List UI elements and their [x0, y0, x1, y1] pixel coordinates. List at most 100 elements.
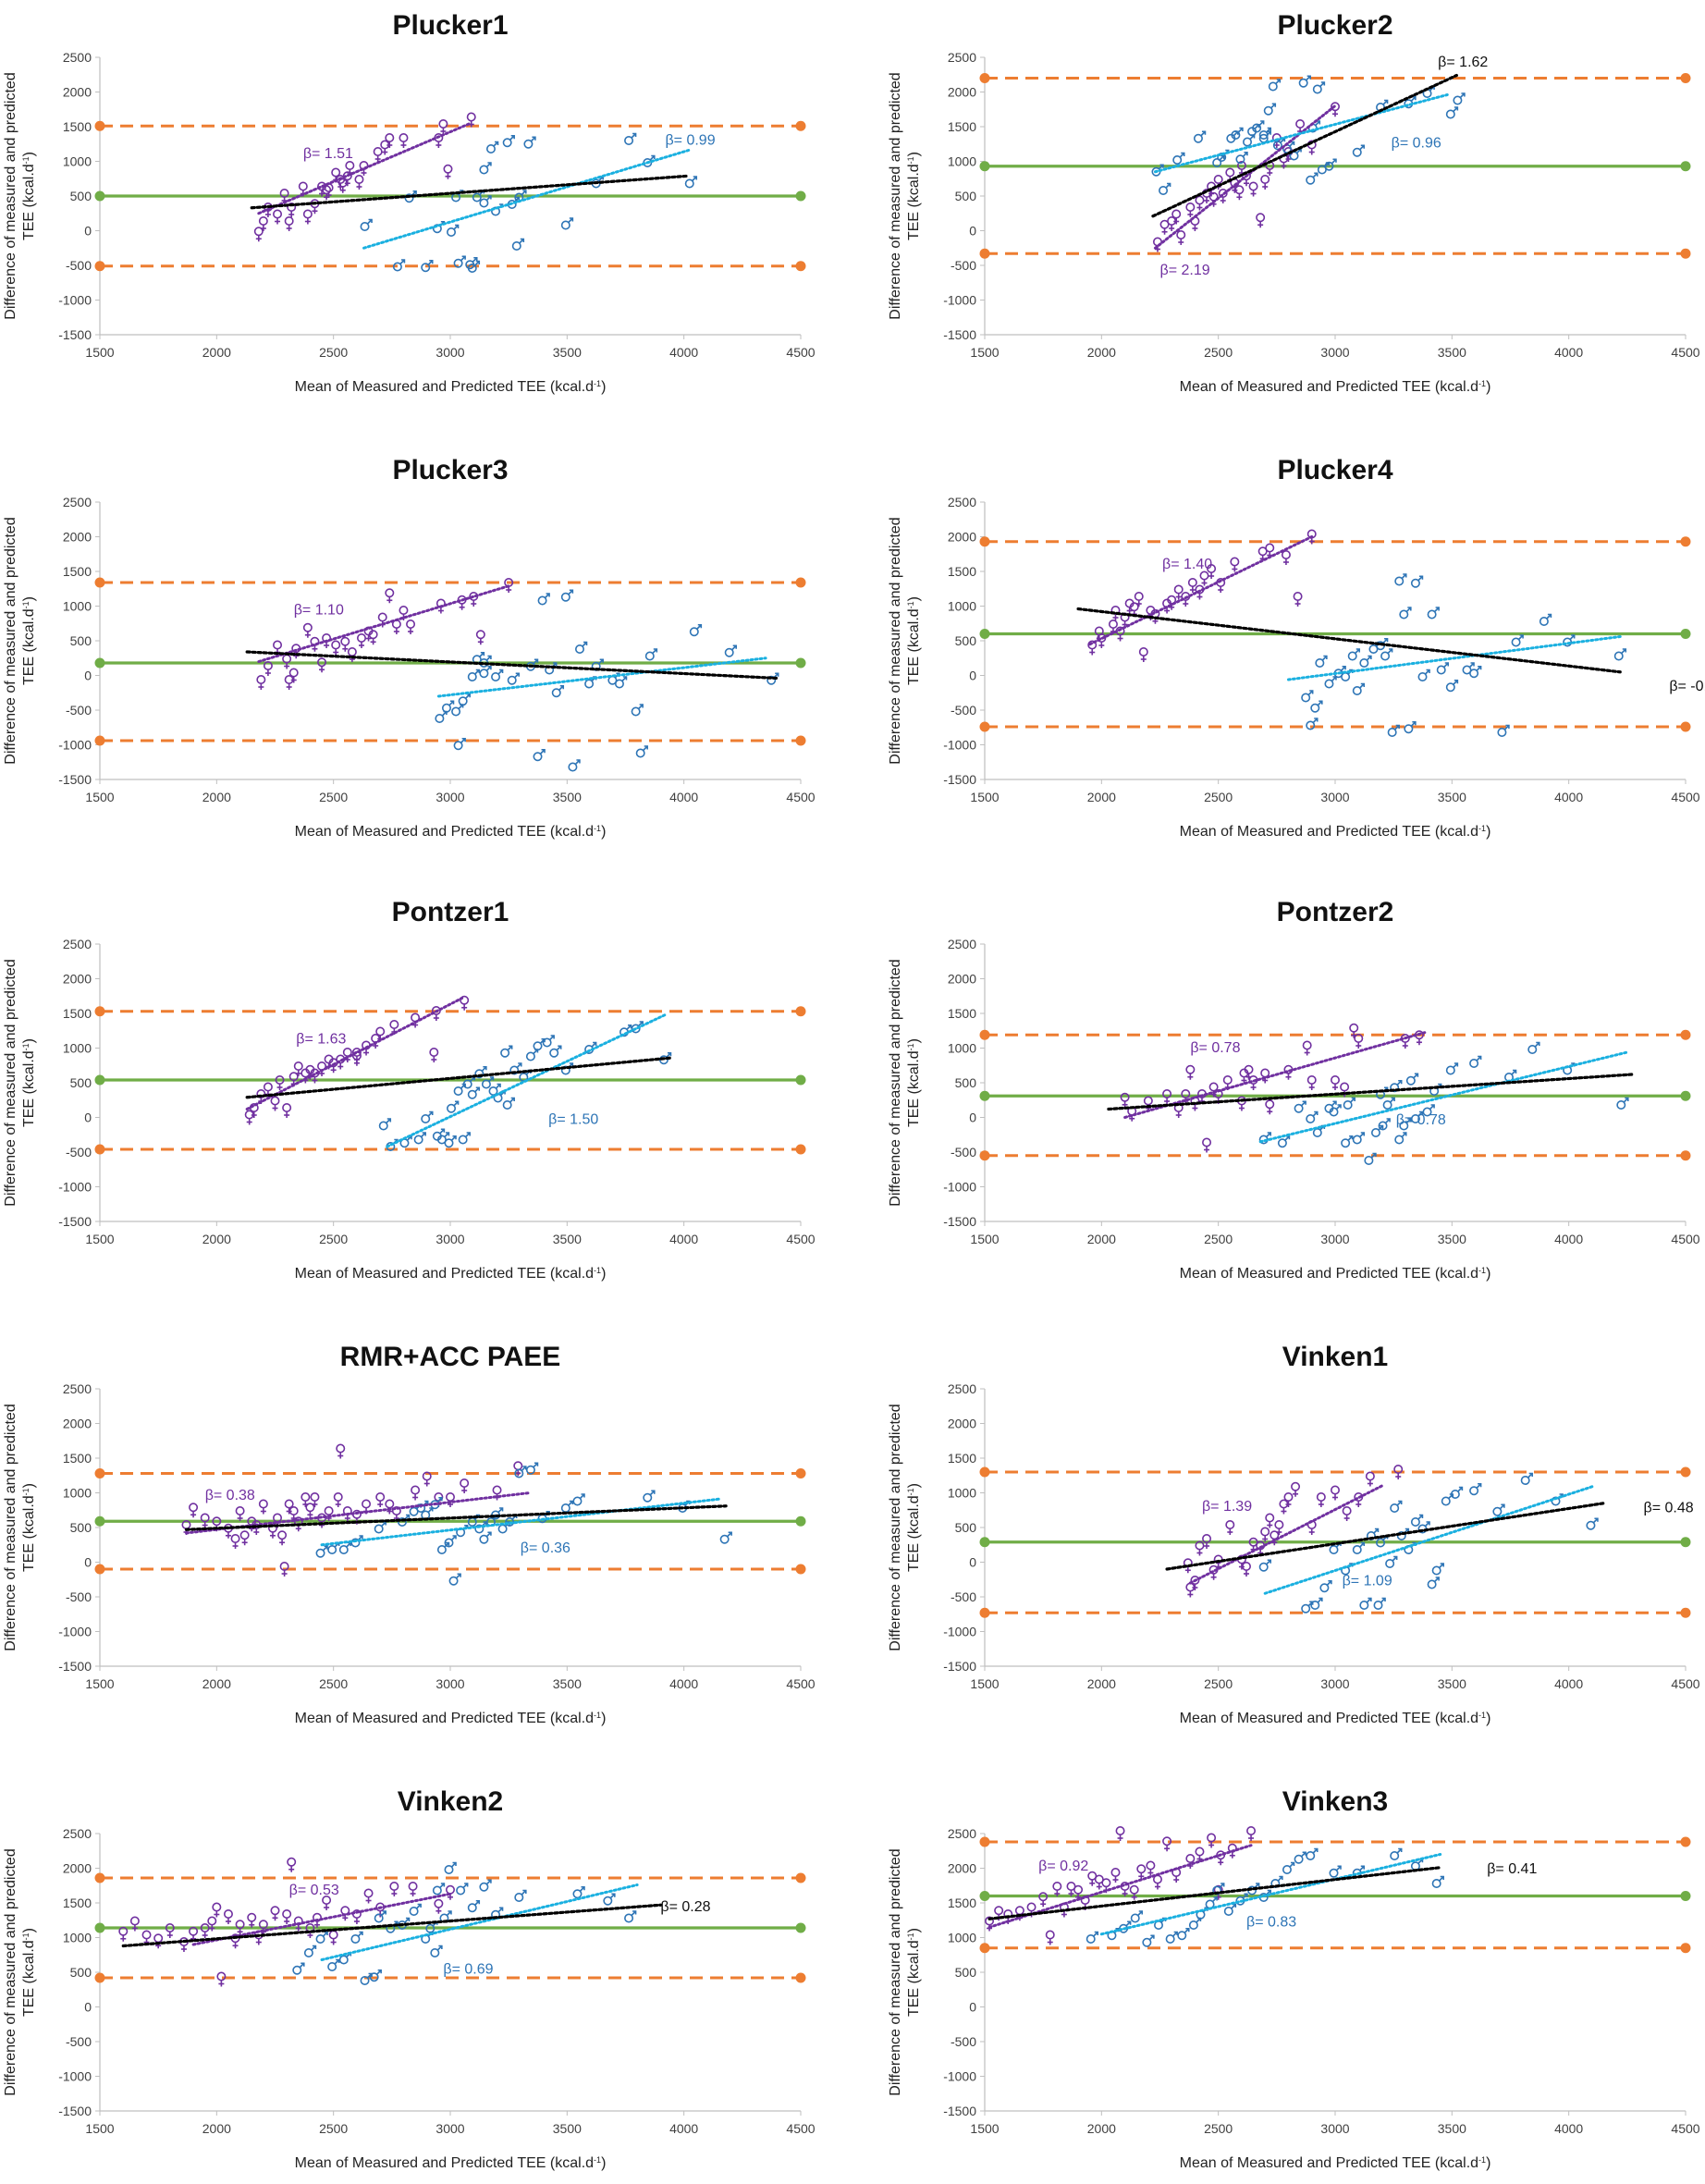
female-point-circle — [385, 588, 395, 598]
female-point-circle — [1187, 577, 1197, 587]
x-tick-label: 2500 — [319, 1232, 348, 1246]
male-point-arrowhead — [628, 1024, 632, 1029]
male-point-arrowhead — [1290, 1861, 1295, 1866]
male-symbol-icon — [488, 1083, 501, 1097]
y-tick-label: 500 — [70, 633, 92, 648]
male-point-arrowhead — [487, 1531, 492, 1536]
female-symbol-icon — [235, 1920, 245, 1935]
y-axis-label-line2: TEE (kcal.d-1) — [906, 1483, 922, 1572]
male-symbol-icon — [1352, 144, 1366, 157]
female-point-circle — [239, 1530, 250, 1540]
chart-panel-8: Vinken1 -1500 -1000 -500 0 500 1000 1500 2000 250… — [888, 1342, 1700, 1726]
male-point-arrowhead — [775, 672, 779, 677]
male-point-circle — [474, 1069, 485, 1079]
male-symbol-icon — [1317, 162, 1331, 175]
male-point-arrowhead — [1260, 120, 1265, 125]
male-symbol-icon — [441, 700, 455, 713]
male-point-arrowhead — [509, 1045, 513, 1049]
female-symbol-icon — [200, 1923, 210, 1938]
female-point-circle — [389, 1020, 399, 1030]
female-point-circle — [460, 1478, 470, 1489]
male-symbol-icon — [1469, 1482, 1482, 1496]
x-tick-label: 3000 — [435, 790, 464, 804]
male-point-circle — [1312, 1128, 1322, 1138]
x-axis-label: Mean of Measured and Predicted TEE (kcal… — [295, 1711, 607, 1726]
x-axis-label: Mean of Measured and Predicted TEE (kcal… — [1180, 824, 1491, 840]
male-symbol-icon — [689, 623, 703, 637]
male-point-circle — [1306, 1114, 1316, 1124]
male-symbol-icon — [479, 1531, 492, 1544]
male-point-arrowhead — [438, 1496, 443, 1502]
female-symbol-icon — [282, 1909, 292, 1924]
loa-upper-line-marker-left — [94, 1006, 105, 1017]
mean-bias-marker-left — [94, 1922, 105, 1933]
x-tick-label: 4000 — [1554, 790, 1583, 804]
male-symbol-icon — [574, 641, 588, 654]
male-symbol-icon — [1539, 613, 1552, 626]
male-symbol-icon — [631, 704, 644, 717]
male-symbol-icon — [1306, 718, 1319, 730]
female-symbol-icon — [1162, 1836, 1172, 1852]
chart-title: Plucker1 — [392, 10, 508, 41]
male-point-circle — [1376, 1538, 1386, 1548]
male-point-circle — [614, 679, 624, 689]
male-point-arrowhead — [1404, 1528, 1410, 1532]
male-point-circle — [474, 1524, 485, 1534]
female-point-circle — [1199, 571, 1209, 581]
loa-lower-line-marker-right — [1680, 721, 1691, 732]
male-point-arrowhead — [1332, 1100, 1337, 1105]
overall-trend-line — [250, 174, 691, 210]
male-point-circle — [378, 1121, 388, 1131]
male-point-circle — [525, 1051, 535, 1061]
male-point-arrowhead — [448, 1910, 452, 1915]
x-tick-label: 4500 — [786, 2121, 815, 2136]
male-symbol-icon — [327, 1958, 340, 1972]
male-point-circle — [719, 1534, 730, 1544]
chart-title: Vinken1 — [1282, 1342, 1389, 1372]
male-point-circle — [1329, 1545, 1339, 1555]
male-point-arrowhead — [1368, 1597, 1372, 1601]
male-point-arrowhead — [1173, 1931, 1178, 1935]
male-point-circle — [509, 1065, 520, 1075]
loa-upper-line-marker-left — [979, 1836, 990, 1847]
male-symbol-icon — [1177, 1927, 1190, 1941]
male-point-arrowhead — [386, 1118, 392, 1123]
male-point-circle — [560, 220, 570, 230]
male-point-arrowhead — [1478, 1482, 1482, 1488]
male-symbol-icon — [1511, 634, 1524, 647]
male-point-circle — [338, 1955, 349, 1965]
male-symbol-icon — [1382, 1097, 1395, 1110]
male-symbol-icon — [511, 238, 525, 251]
chart-panel-5: Pontzer1 -1500 -1000 -500 0 500 1000 1500 2000 25… — [3, 897, 816, 1282]
male-point-circle — [1341, 1138, 1351, 1148]
male-point-circle — [635, 748, 645, 758]
male-point-arrowhead — [1398, 1500, 1403, 1504]
male-point-circle — [574, 644, 584, 654]
male-point-arrowhead — [644, 745, 648, 750]
male-point-circle — [523, 139, 534, 149]
male-point-circle — [1404, 724, 1414, 734]
female-symbol-icon — [270, 1906, 280, 1921]
male-symbol-icon — [533, 748, 546, 762]
female-symbol-icon — [1195, 1847, 1205, 1862]
male-symbol-icon — [635, 745, 648, 758]
male-symbol-icon — [1497, 724, 1510, 737]
male-point-circle — [1511, 637, 1521, 647]
male-symbol-icon — [1422, 1104, 1435, 1117]
male-point-arrowhead — [1403, 573, 1407, 578]
male-point-arrowhead — [301, 1962, 305, 1967]
male-point-arrowhead — [518, 1062, 522, 1067]
male-point-circle — [1310, 1601, 1320, 1611]
y-tick-label: 0 — [84, 224, 92, 239]
male-point-arrowhead — [599, 658, 604, 663]
female-symbol-icon — [1162, 1089, 1172, 1104]
male-point-arrowhead — [440, 1883, 446, 1887]
overall-trend-line — [121, 1903, 663, 1948]
female-symbol-icon — [129, 1916, 140, 1932]
y-tick-label: -1500 — [58, 1214, 92, 1229]
male-point-circle — [560, 1065, 570, 1075]
male-point-circle — [462, 1079, 472, 1089]
male-symbol-icon — [360, 218, 373, 232]
y-tick-label: -1500 — [943, 327, 976, 342]
